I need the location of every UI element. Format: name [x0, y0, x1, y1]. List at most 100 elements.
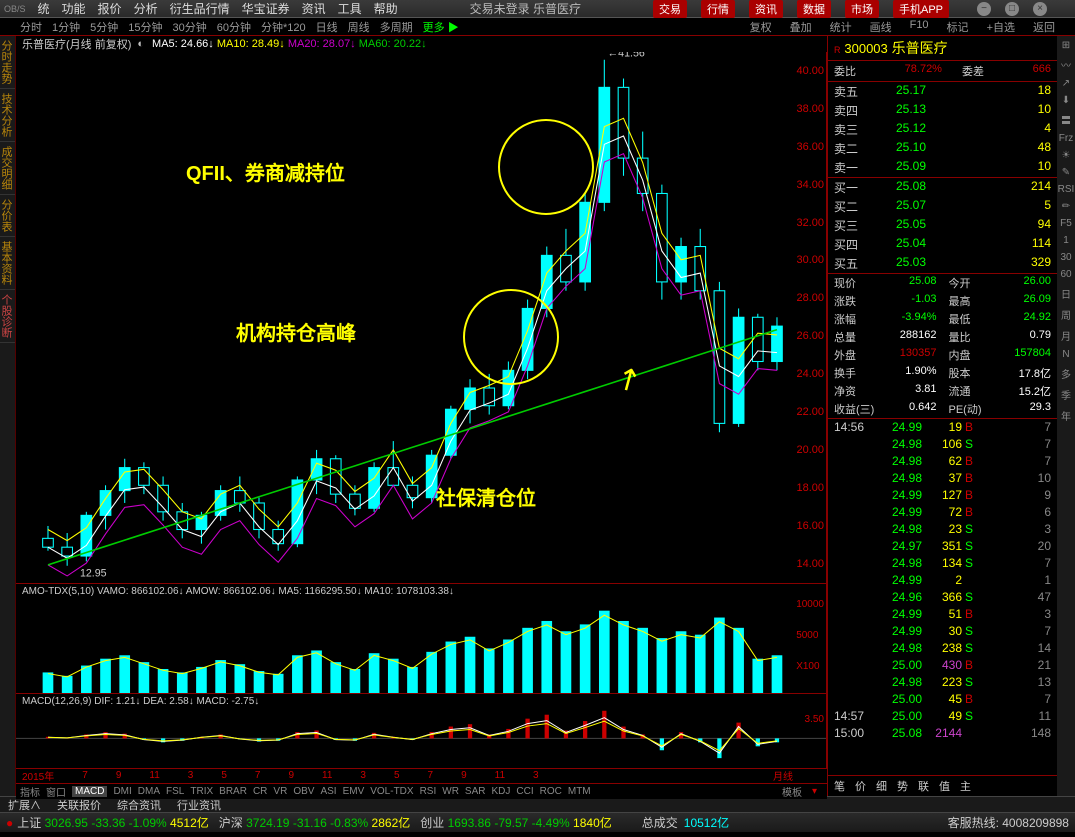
- indicator-tab[interactable]: TRIX: [190, 786, 213, 797]
- period-tab[interactable]: 多周期: [380, 19, 413, 35]
- minimize-icon[interactable]: −: [977, 2, 991, 16]
- menu-item[interactable]: 功能: [62, 0, 86, 17]
- indicator-tab[interactable]: VOL-TDX: [370, 786, 413, 797]
- menu-item[interactable]: 资讯: [302, 0, 326, 17]
- indicator-tab[interactable]: CR: [253, 786, 267, 797]
- period-tab[interactable]: 分钟*120: [261, 19, 306, 35]
- quote-mini-tab[interactable]: 价: [855, 781, 866, 793]
- close-icon[interactable]: ×: [1033, 2, 1047, 16]
- period-tab[interactable]: 1分钟: [52, 19, 80, 35]
- period-tab[interactable]: 60分钟: [217, 19, 251, 35]
- toolbar-icon[interactable]: 1: [1063, 235, 1069, 246]
- menu-item[interactable]: 报价: [98, 0, 122, 17]
- toolbar-icon[interactable]: ⊞: [1062, 40, 1070, 51]
- chart-tool[interactable]: +自选: [987, 19, 1015, 35]
- chart-tool[interactable]: 叠加: [790, 19, 812, 35]
- toolbar-icon[interactable]: 月: [1061, 328, 1071, 343]
- menu-item[interactable]: 统: [38, 0, 50, 17]
- left-tab[interactable]: 成交明细: [0, 142, 15, 195]
- toolbar-icon[interactable]: ↗: [1062, 78, 1070, 89]
- left-tab[interactable]: 技术分析: [0, 89, 15, 142]
- left-tab[interactable]: 个股诊断: [0, 290, 15, 343]
- toolbar-icon[interactable]: Frz: [1059, 133, 1073, 144]
- toolbar-icon[interactable]: RSI: [1058, 184, 1075, 195]
- footer-tab[interactable]: 扩展∧: [4, 797, 45, 813]
- toolbar-icon[interactable]: 〰: [1061, 57, 1071, 72]
- toolbar-icon[interactable]: 多: [1061, 366, 1071, 381]
- indicator-tab[interactable]: EMV: [343, 786, 365, 797]
- menu-item[interactable]: 分析: [134, 0, 158, 17]
- indicator-tab[interactable]: DMI: [113, 786, 131, 797]
- top-action-btn[interactable]: 数据: [797, 0, 831, 18]
- indicator-tab[interactable]: BRAR: [219, 786, 247, 797]
- period-tab[interactable]: 周线: [348, 19, 370, 35]
- indicator-control[interactable]: 指标: [20, 784, 40, 799]
- toolbar-icon[interactable]: 60: [1060, 269, 1071, 280]
- top-action-btn[interactable]: 资讯: [749, 0, 783, 18]
- menu-item[interactable]: 帮助: [374, 0, 398, 17]
- chart-tool[interactable]: 画线: [870, 19, 892, 35]
- macd-panel[interactable]: MACD(12,26,9) DIF: 1.21↓ DEA: 2.58↓ MACD…: [16, 693, 827, 768]
- quote-mini-tab[interactable]: 势: [897, 781, 908, 793]
- left-tab[interactable]: 基本资料: [0, 237, 15, 290]
- footer-tab[interactable]: 关联报价: [53, 797, 105, 813]
- toolbar-icon[interactable]: ☀: [1062, 150, 1071, 161]
- toolbar-icon[interactable]: 日: [1061, 286, 1071, 301]
- indicator-tab[interactable]: OBV: [293, 786, 314, 797]
- footer-tab[interactable]: 综合资讯: [113, 797, 165, 813]
- top-action-btn[interactable]: 手机APP: [893, 0, 949, 18]
- indicator-tab[interactable]: DMA: [138, 786, 160, 797]
- quote-mini-tab[interactable]: 笔: [834, 781, 845, 793]
- indicator-tab[interactable]: RSI: [420, 786, 437, 797]
- period-tab[interactable]: 日线: [316, 19, 338, 35]
- indicator-menu-icon[interactable]: ▾: [812, 786, 817, 797]
- toolbar-icon[interactable]: 周: [1061, 307, 1071, 322]
- left-tab[interactable]: 分价表: [0, 195, 15, 237]
- toolbar-icon[interactable]: ✎: [1062, 167, 1070, 178]
- indicator-tab[interactable]: WR: [442, 786, 459, 797]
- left-tab[interactable]: 分时走势: [0, 36, 15, 89]
- top-action-btn[interactable]: 行情: [701, 0, 735, 18]
- indicator-tab[interactable]: MTM: [568, 786, 591, 797]
- period-tab[interactable]: 5分钟: [90, 19, 118, 35]
- toolbar-icon[interactable]: 年: [1061, 408, 1071, 423]
- indicator-tab[interactable]: MACD: [72, 786, 107, 797]
- indicator-tab[interactable]: CCI: [516, 786, 533, 797]
- main-candlestick-chart[interactable]: ←41.5612.95 40.0038.0036.0034.0032.0030.…: [16, 52, 827, 583]
- footer-tab[interactable]: 行业资讯: [173, 797, 225, 813]
- period-tab[interactable]: 分时: [20, 19, 42, 35]
- top-action-btn[interactable]: 市场: [845, 0, 879, 18]
- toolbar-icon[interactable]: ⬇: [1062, 95, 1070, 106]
- toolbar-icon[interactable]: ✏: [1062, 201, 1070, 212]
- indicator-tab[interactable]: VR: [273, 786, 287, 797]
- indicator-tab[interactable]: SAR: [465, 786, 486, 797]
- toolbar-icon[interactable]: 〓: [1061, 112, 1071, 127]
- toolbar-icon[interactable]: 30: [1060, 252, 1071, 263]
- indicator-tab[interactable]: FSL: [166, 786, 184, 797]
- chart-tool[interactable]: 返回: [1033, 19, 1055, 35]
- period-tab[interactable]: 30分钟: [173, 19, 207, 35]
- chart-tool[interactable]: 统计: [830, 19, 852, 35]
- indicator-tab[interactable]: ROC: [540, 786, 562, 797]
- menu-item[interactable]: 华宝证券: [242, 0, 290, 17]
- quote-mini-tab[interactable]: 值: [939, 781, 950, 793]
- menu-item[interactable]: 工具: [338, 0, 362, 17]
- quote-mini-tab[interactable]: 细: [876, 781, 887, 793]
- indicator-control[interactable]: 窗口: [46, 784, 66, 799]
- more-periods[interactable]: 更多 ▶: [423, 19, 459, 35]
- indicator-tab[interactable]: KDJ: [491, 786, 510, 797]
- maximize-icon[interactable]: □: [1005, 2, 1019, 16]
- volume-panel[interactable]: AMO-TDX(5,10) VAMO: 866102.06↓ AMOW: 866…: [16, 583, 827, 693]
- indicator-tab[interactable]: ASI: [320, 786, 336, 797]
- quote-mini-tab[interactable]: 联: [918, 781, 929, 793]
- toolbar-icon[interactable]: F5: [1060, 218, 1072, 229]
- chart-tool[interactable]: F10: [910, 19, 929, 35]
- template-btn[interactable]: 模板: [782, 784, 802, 799]
- menu-item[interactable]: 衍生品行情: [170, 0, 230, 17]
- chart-tool[interactable]: 复权: [750, 19, 772, 35]
- toolbar-icon[interactable]: N: [1062, 349, 1069, 360]
- period-tab[interactable]: 15分钟: [128, 19, 162, 35]
- quote-mini-tab[interactable]: 主: [960, 781, 971, 793]
- top-action-btn[interactable]: 交易: [653, 0, 687, 18]
- toolbar-icon[interactable]: 季: [1061, 387, 1071, 402]
